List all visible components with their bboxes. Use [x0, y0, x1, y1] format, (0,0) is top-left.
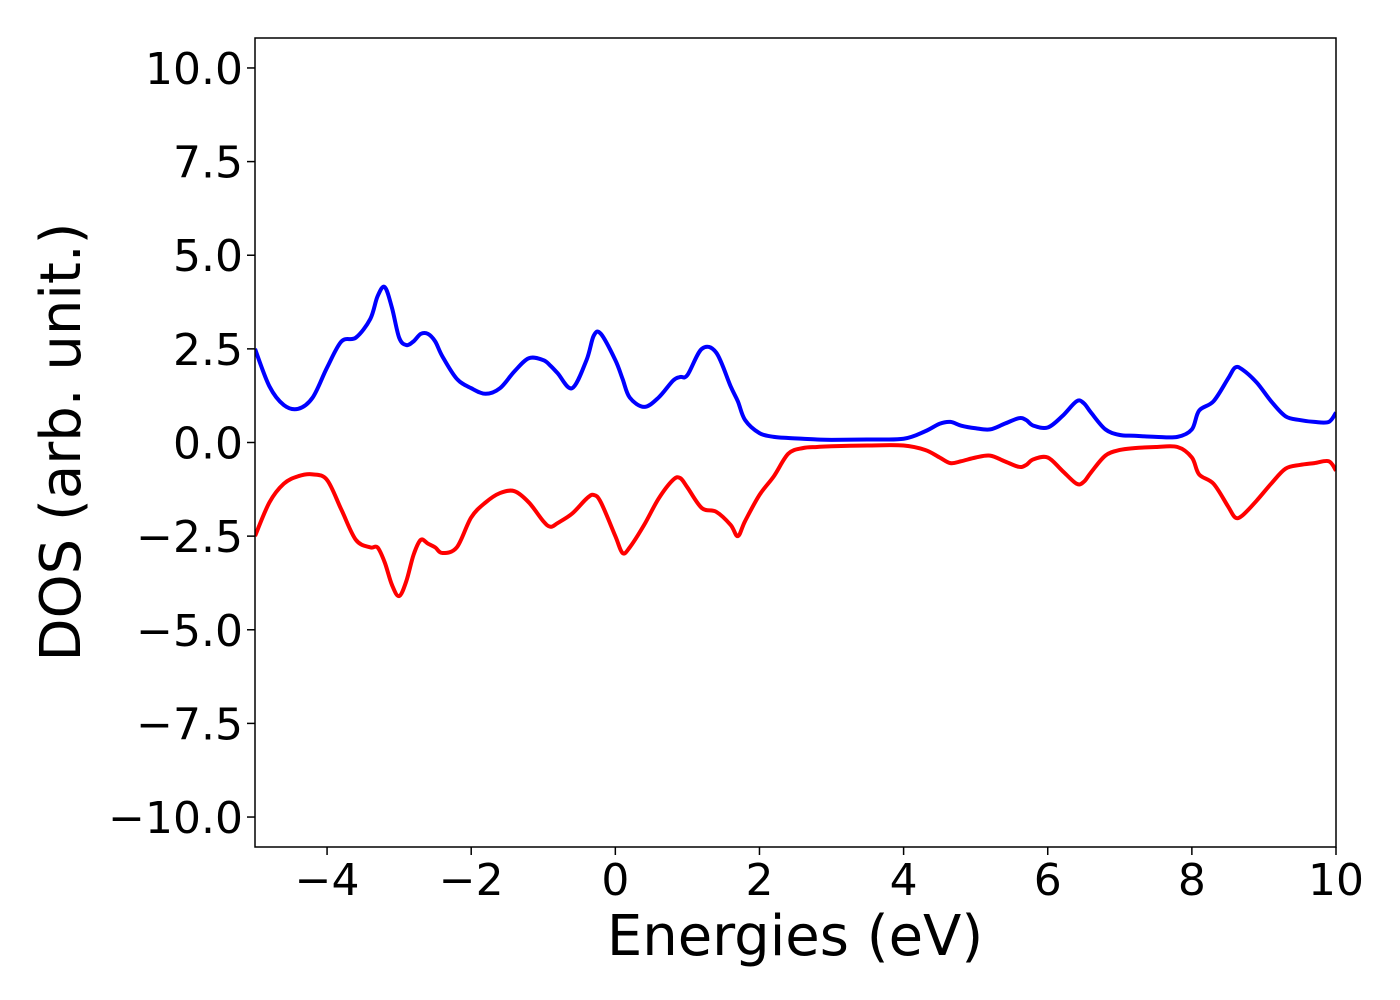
x-axis-label: Energies (eV) [607, 904, 983, 969]
x-tick-label: 8 [1178, 855, 1206, 906]
y-tick-label: −7.5 [136, 699, 243, 750]
y-tick-label: 7.5 [173, 138, 243, 189]
x-tick-label: 10 [1308, 855, 1364, 906]
series-line-red [255, 443, 1336, 599]
y-axis-label: DOS (arb. unit.) [29, 222, 94, 661]
x-tick-label: 6 [1034, 855, 1062, 906]
y-axis: 10.0 7.5 5.0 2.5 0.0 −2.5 −5.0 −7.5 −10.0 [108, 44, 255, 844]
series-layer [255, 284, 1336, 599]
y-tick-label: 10.0 [145, 44, 243, 95]
x-axis: −4 −2 0 2 4 6 8 10 [295, 847, 1364, 906]
y-tick-label: −10.0 [108, 793, 243, 844]
x-tick-label: −2 [439, 855, 504, 906]
y-tick-label: 2.5 [173, 325, 243, 376]
x-tick-label: −4 [295, 855, 360, 906]
series-line-blue [255, 284, 1336, 442]
y-tick-label: 0.0 [173, 419, 243, 470]
y-tick-label: −2.5 [136, 512, 243, 563]
y-tick-label: 5.0 [173, 231, 243, 282]
x-tick-label: 4 [890, 855, 918, 906]
y-tick-label: −5.0 [136, 606, 243, 657]
x-tick-label: 0 [601, 855, 629, 906]
x-tick-label: 2 [745, 855, 773, 906]
